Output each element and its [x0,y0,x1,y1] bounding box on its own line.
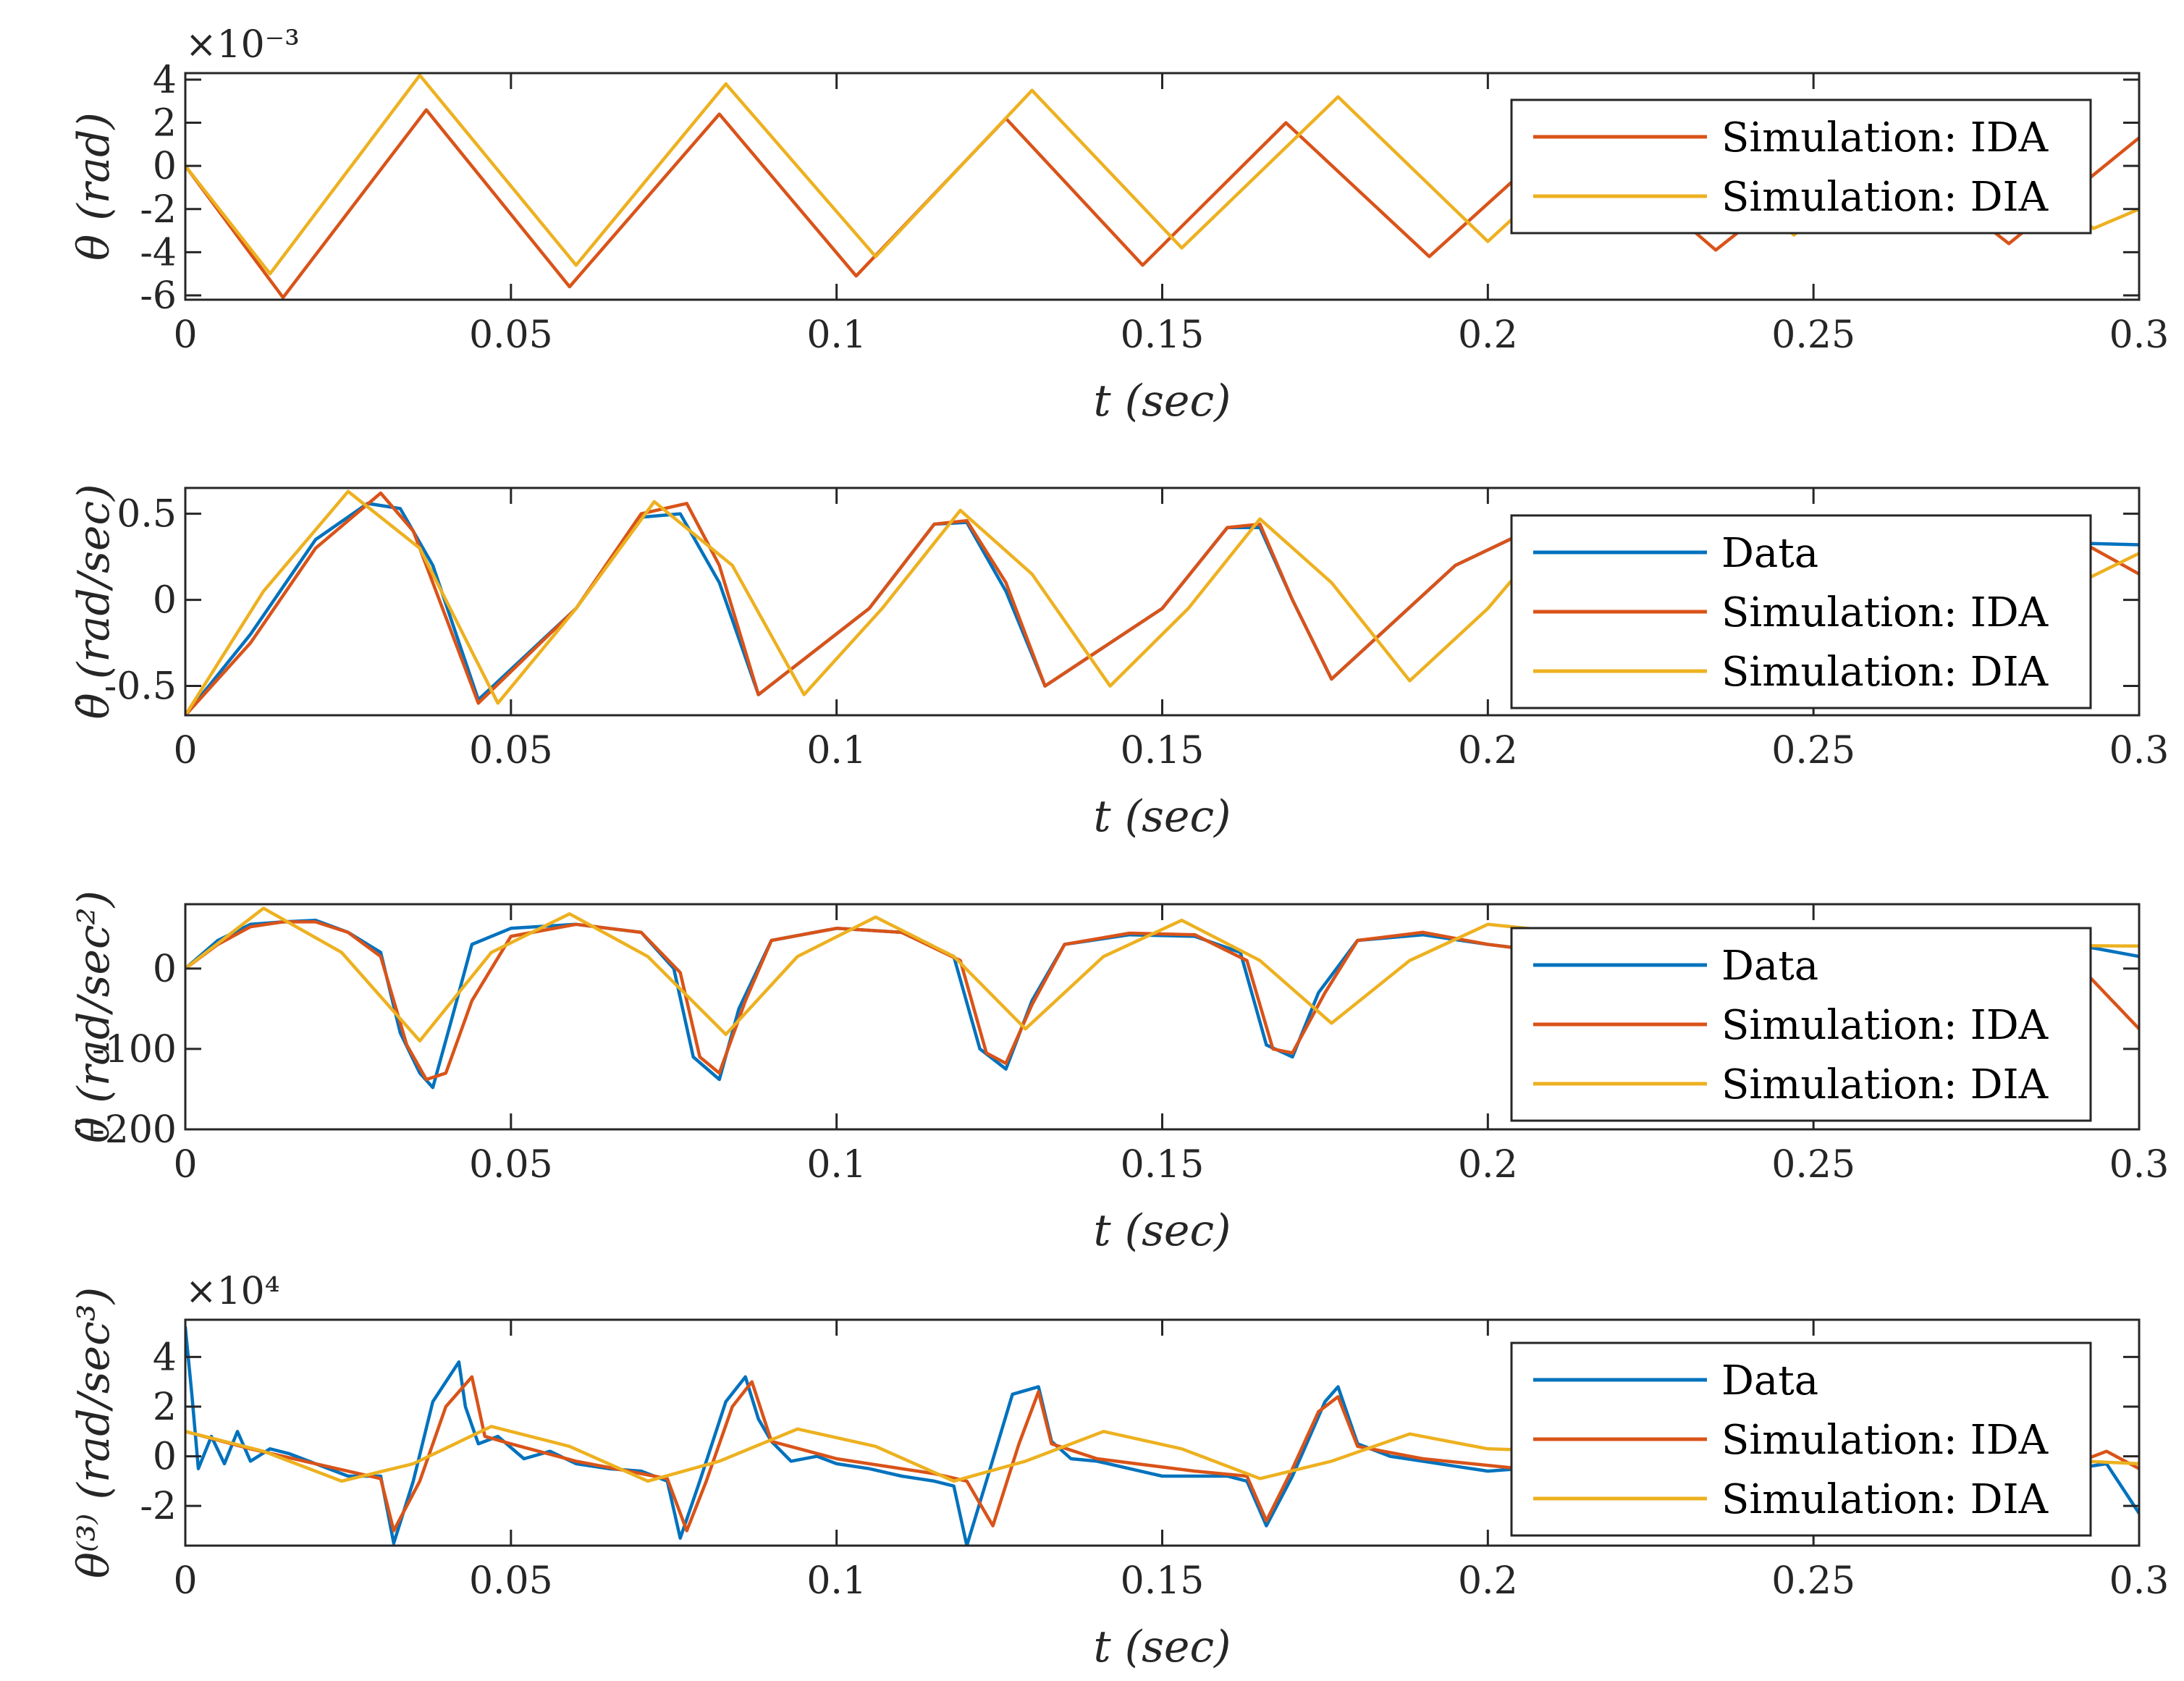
legend-label-dia: Simulation: DIA [1721,649,2049,696]
x-tick-label: 0.1 [806,729,867,772]
y-tick-label: -0.5 [104,665,177,709]
x-tick-label: 0.05 [469,1559,553,1603]
x-tick-label: 0.25 [1771,1143,1855,1187]
x-tick-label: 0 [173,1143,197,1187]
legend: Data Simulation: IDA Simulation: DIA [1510,514,2092,709]
x-tick-label: 0.05 [469,1143,553,1187]
panel-theta_ddot: 0 0.05 0.1 0.15 0.2 0.25 0.3 -200 -100 0 t (sec) θ̈… [69,890,2169,1256]
x-tick-label: 0.05 [469,729,553,772]
y-tick-label: -200 [92,1108,177,1152]
series-ida-line [185,920,2139,1082]
legend-label-dia: Simulation: DIA [1721,1476,2049,1523]
y-axis-label: θ⁽³⁾ (rad/sec³) [69,1287,119,1579]
axis-exponent: ×10⁴ [185,1270,280,1313]
legend-label-ida: Simulation: IDA [1721,589,2049,636]
axis-exponent: ×10⁻³ [185,23,300,67]
x-tick-label: 0.2 [1458,1143,1518,1187]
y-tick-label: -100 [92,1028,177,1071]
y-tick-label: 0.5 [117,493,177,536]
y-tick-label: 2 [153,1386,177,1429]
y-tick-label: -6 [140,274,177,318]
legend-label-data: Data [1721,1357,1818,1404]
x-axis-label: t (sec) [1094,1205,1231,1256]
series-dia-line [185,906,2139,1043]
x-axis-label: t (sec) [1094,376,1231,426]
x-tick-label: 0.05 [469,313,553,357]
x-axis-label: t (sec) [1094,791,1231,842]
y-tick-label: 4 [153,1336,177,1379]
x-tick-label: 0.15 [1121,1559,1205,1603]
y-axis-label: θ (rad) [69,112,119,261]
y-tick-label: 0 [153,145,177,188]
y-tick-label: -4 [140,231,177,274]
series-ida-line [185,491,2139,715]
x-tick-label: 0 [173,1559,197,1603]
y-axis-label: θ̈ (rad/sec²) [69,890,119,1143]
x-tick-label: 0.1 [806,1143,867,1187]
y-tick-label: 0 [153,948,177,991]
x-tick-label: 0.1 [806,313,867,357]
series-ida-line [185,1375,2139,1533]
legend-label-dia: Simulation: DIA [1721,174,2049,221]
legend-label-ida: Simulation: IDA [1721,114,2049,161]
y-tick-label: 2 [153,102,177,146]
x-tick-label: 0.2 [1458,313,1518,357]
y-tick-label: 0 [153,1436,177,1479]
legend-label-dia: Simulation: DIA [1721,1061,2049,1108]
legend-box [1510,98,2092,235]
legend: Data Simulation: IDA Simulation: DIA [1510,927,2092,1122]
x-tick-label: 0.3 [2109,1559,2170,1603]
x-tick-label: 0.2 [1458,1559,1518,1603]
y-tick-label: -2 [140,1485,177,1528]
legend-label-ida: Simulation: IDA [1721,1002,2049,1049]
x-tick-label: 0 [173,313,197,357]
x-tick-label: 0.2 [1458,729,1518,772]
series-dia-line [185,1425,2139,1483]
legend-label-data: Data [1721,943,1818,990]
legend: Data Simulation: IDA Simulation: DIA [1510,1341,2092,1537]
y-tick-label: 0 [153,579,177,623]
legend-label-ida: Simulation: IDA [1721,1417,2049,1464]
y-tick-label: -2 [140,188,177,232]
y-tick-label: 4 [153,59,177,102]
x-tick-label: 0.25 [1771,729,1855,772]
x-tick-label: 0.1 [806,1559,867,1603]
x-tick-label: 0.3 [2109,313,2170,357]
x-tick-label: 0.15 [1121,1143,1205,1187]
y-axis-label: θ̇ (rad/sec) [69,484,119,720]
x-tick-label: 0.15 [1121,313,1205,357]
x-tick-label: 0.3 [2109,1143,2170,1187]
x-axis-label: t (sec) [1094,1622,1231,1672]
x-tick-label: 0.25 [1771,313,1855,357]
panel-theta_dot: 0 0.05 0.1 0.15 0.2 0.25 0.3 -0.5 0 0.5 t (sec) θ̇ … [69,484,2169,843]
x-tick-label: 0.3 [2109,729,2170,772]
x-tick-label: 0.15 [1121,729,1205,772]
panel-theta_3: 0 0.05 0.1 0.15 0.2 0.25 0.3 -2 0 2 4×10⁴ t (sec) θ⁽… [69,1270,2169,1672]
legend-label-data: Data [1721,530,1818,577]
legend: Simulation: IDA Simulation: DIA [1510,98,2092,235]
x-tick-label: 0 [173,729,197,772]
x-tick-label: 0.25 [1771,1559,1855,1603]
